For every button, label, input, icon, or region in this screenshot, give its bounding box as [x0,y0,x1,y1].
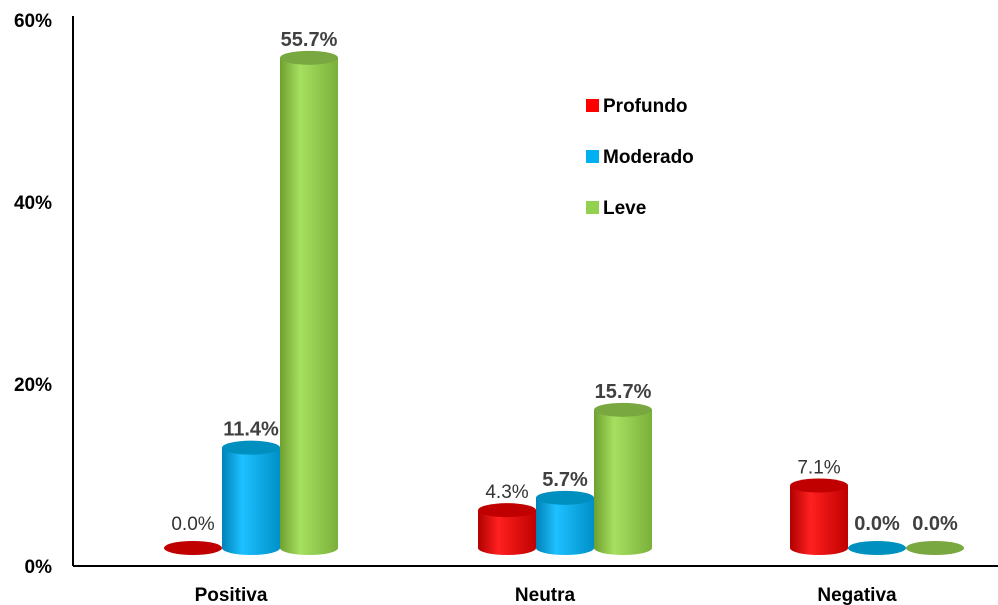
legend-swatch [586,201,599,214]
bar-top [280,50,338,65]
bar-flat [906,541,964,555]
bar-moderado-negativa [848,541,906,555]
bar-body [790,485,848,555]
bar-leve-negativa [906,541,964,555]
bar-flat [848,541,906,555]
bar-profundo-negativa [790,478,848,555]
bar-body [536,497,594,555]
bar-top [478,503,536,518]
bar-top [536,490,594,505]
y-tick-label: 40% [14,193,52,214]
axes [72,16,998,567]
bar-profundo-positiva [164,541,222,555]
y-tick-label: 60% [14,11,52,32]
bar-top [222,440,280,455]
legend: Profundo Moderado Leve [586,96,694,219]
legend-label: Moderado [603,147,694,168]
y-tick-label: 20% [14,375,52,396]
bar-top [790,478,848,493]
data-label: 5.7% [542,469,588,491]
bar-moderado-positiva [222,440,280,555]
y-tick-label: 0% [25,557,53,578]
legend-swatch [586,99,599,112]
data-label: 0.0% [854,513,900,535]
legend-label: Leve [603,198,646,219]
bar-body [222,447,280,555]
y-tick-labels: 0% 20% 40% 60% [14,11,52,578]
category-label: Neutra [515,585,576,605]
legend-label: Profundo [603,96,687,117]
data-label: 55.7% [281,29,338,51]
bar-body [280,57,338,556]
data-label: 0.0% [912,513,958,535]
category-label: Positiva [195,585,268,605]
data-label: 11.4% [223,419,279,441]
bar-profundo-neutra [478,503,536,555]
bar-top [594,402,652,417]
bar-moderado-neutra [536,490,594,555]
legend-item-leve: Leve [586,198,646,219]
data-label: 7.1% [797,458,840,479]
data-labels: 0.0% 11.4% 55.7% 4.3% 5.7% 15.7% 7.1% 0.0% 0.0% [171,29,958,535]
category-label: Negativa [817,585,897,605]
bar-leve-neutra [594,402,652,555]
bar-flat [164,541,222,555]
legend-item-profundo: Profundo [586,96,687,117]
data-label: 15.7% [595,381,652,403]
bar-body [594,409,652,555]
category-labels: Positiva Neutra Negativa [195,585,897,605]
legend-swatch [586,150,599,163]
data-label: 4.3% [485,482,528,503]
bar-body [478,510,536,555]
legend-item-moderado: Moderado [586,147,694,168]
bars [164,50,964,556]
bar-leve-positiva [280,50,338,556]
data-label: 0.0% [171,514,214,535]
